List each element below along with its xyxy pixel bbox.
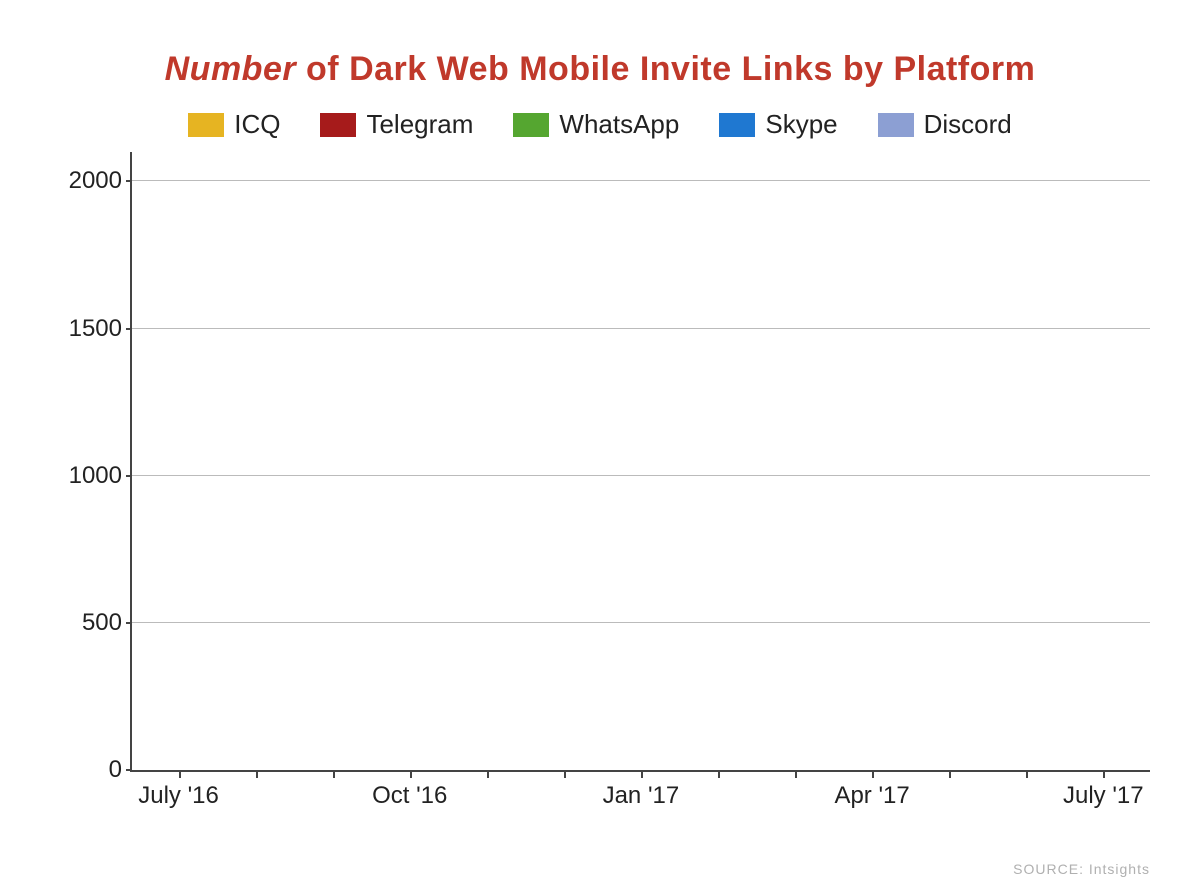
legend-label: Discord bbox=[924, 109, 1012, 140]
legend-swatch-skype bbox=[719, 113, 755, 137]
legend-item-telegram: Telegram bbox=[320, 109, 473, 140]
x-tick-mark bbox=[872, 770, 874, 778]
bars-container bbox=[132, 152, 1150, 770]
legend-swatch-icq bbox=[188, 113, 224, 137]
x-tick-mark bbox=[179, 770, 181, 778]
legend-label: ICQ bbox=[234, 109, 280, 140]
gridline bbox=[132, 622, 1150, 623]
x-tick-label: Jan '17 bbox=[603, 782, 680, 810]
legend-swatch-discord bbox=[878, 113, 914, 137]
x-tick-mark bbox=[1103, 770, 1105, 778]
legend-item-discord: Discord bbox=[878, 109, 1012, 140]
x-tick-label: July '16 bbox=[138, 782, 219, 810]
x-tick-mark bbox=[256, 770, 258, 778]
x-tick-mark bbox=[333, 770, 335, 778]
plot-area: 0500100015002000 bbox=[130, 152, 1150, 772]
x-tick-mark bbox=[410, 770, 412, 778]
x-tick-label: July '17 bbox=[1063, 782, 1144, 810]
legend-label: Skype bbox=[765, 109, 837, 140]
y-tick-label: 2000 bbox=[69, 167, 132, 195]
chart-title: Number of Dark Web Mobile Invite Links b… bbox=[50, 50, 1150, 89]
gridline bbox=[132, 328, 1150, 329]
x-tick-mark bbox=[718, 770, 720, 778]
y-tick-label: 0 bbox=[109, 756, 132, 784]
chart-container: Number of Dark Web Mobile Invite Links b… bbox=[0, 0, 1200, 895]
x-tick-mark bbox=[564, 770, 566, 778]
title-italic: Number bbox=[165, 50, 296, 88]
legend-swatch-telegram bbox=[320, 113, 356, 137]
gridline bbox=[132, 475, 1150, 476]
legend-item-whatsapp: WhatsApp bbox=[513, 109, 679, 140]
y-tick-label: 1000 bbox=[69, 462, 132, 490]
x-tick-mark bbox=[1026, 770, 1028, 778]
title-rest: of Dark Web Mobile Invite Links by Platf… bbox=[296, 50, 1035, 88]
x-tick-label: Oct '16 bbox=[372, 782, 447, 810]
y-tick-label: 1500 bbox=[69, 315, 132, 343]
x-axis: July '16 Oct '16 Jan '17 Apr '17 July '17 bbox=[130, 772, 1150, 812]
legend-item-skype: Skype bbox=[719, 109, 837, 140]
y-tick-label: 500 bbox=[82, 609, 132, 637]
x-tick-mark bbox=[641, 770, 643, 778]
legend-item-icq: ICQ bbox=[188, 109, 280, 140]
legend: ICQ Telegram WhatsApp Skype Discord bbox=[50, 109, 1150, 140]
legend-label: WhatsApp bbox=[559, 109, 679, 140]
legend-swatch-whatsapp bbox=[513, 113, 549, 137]
x-tick-label: Apr '17 bbox=[834, 782, 909, 810]
source-label: SOURCE: Intsights bbox=[1013, 861, 1150, 877]
x-tick-mark bbox=[795, 770, 797, 778]
x-tick-mark bbox=[487, 770, 489, 778]
x-tick-mark bbox=[949, 770, 951, 778]
chart-panel: 0500100015002000 July '16Oct '16Jan '17A… bbox=[50, 152, 1150, 812]
gridline bbox=[132, 180, 1150, 181]
legend-label: Telegram bbox=[366, 109, 473, 140]
